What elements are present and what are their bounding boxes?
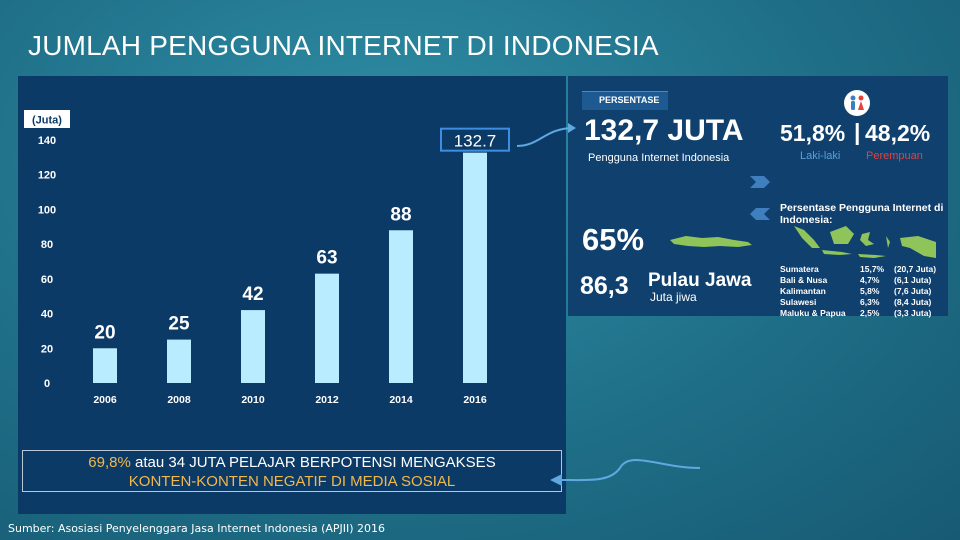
y-tick-label: 140 [38,135,56,147]
value-label: 63 [316,248,337,269]
male-percentage: 51,8% [780,120,846,146]
source-citation: Sumber: Asosiasi Penyelenggara Jasa Inte… [8,522,386,535]
region-name: Bali & Nusa [780,275,828,285]
region-name: Sulawesi [780,297,817,307]
y-tick-label: 0 [44,378,50,390]
total-users-value: 132,7 JUTA [584,114,744,147]
bar-2008 [167,339,191,383]
value-label: 88 [390,204,411,225]
y-tick-label: 100 [38,204,56,216]
regions-title: Persentase Pengguna Internet di Indonesi… [780,202,944,226]
bar-2012 [315,273,339,383]
x-tick-label: 2008 [167,394,191,406]
x-tick-label: 2010 [241,394,265,406]
java-map-icon [670,236,752,247]
value-label: 42 [242,284,263,305]
bar-chart: (Juta) 0 20 40 60 80 100 120 140 2006 2008 2010 20… [24,110,510,406]
x-tick-label: 2014 [389,394,413,406]
value-label: 132.7 [454,132,497,151]
bar-chart-panel: (Juta) 0 20 40 60 80 100 120 140 2006 2008 2010 20… [18,76,566,514]
indonesia-map-icon [794,226,936,258]
bar-2014 [389,230,413,383]
region-name: Sumatera [780,264,819,274]
x-tick-label: 2012 [315,394,339,406]
region-amount: (6,1 Juta) [894,275,932,285]
value-label: 20 [94,322,115,343]
y-tick-label: 80 [41,239,53,251]
x-tick-label: 2016 [463,394,487,406]
java-percentage: 65% [582,222,645,257]
percentage-tag: PERSENTASE [582,91,668,110]
callout-line2: KONTEN-KONTEN NEGATIF DI MEDIA SOSIAL [128,473,456,490]
region-percentage: 15,7% [860,264,885,274]
gender-icon [844,90,870,116]
bar-2010 [241,310,265,383]
region-amount: (7,6 Juta) [894,286,932,296]
java-users-value: 86,3 [580,272,629,300]
region-amount: (3,3 Juta) [894,308,932,318]
y-tick-label: 60 [41,274,53,286]
region-percentage: 5,8% [860,286,880,296]
y-tick-label: 20 [41,343,53,355]
region-percentage: 4,7% [860,275,880,285]
chevron-down-icon [750,176,770,188]
percentage-tag-label: PERSENTASE [599,95,660,105]
bar-2016 [463,152,487,383]
y-tick-label: 40 [41,309,53,321]
arrow-to-total-icon [516,123,576,147]
callout-highlight: 69,8% [88,454,131,471]
callout-box: 69,8% atau 34 JUTA PELAJAR BERPOTENSI ME… [22,450,562,492]
gender-separator: | [854,119,861,145]
female-label: Perempuan [866,150,923,162]
callout-line1: atau 34 JUTA PELAJAR BERPOTENSI MENGAKSE… [130,454,496,471]
region-name: Kalimantan [780,286,826,296]
y-tick-label: 120 [38,170,56,182]
y-axis-unit-label: (Juta) [32,115,62,127]
java-unit: Juta jiwa [650,290,697,304]
region-amount: (8,4 Juta) [894,297,932,307]
arrow-to-callout-icon [550,459,701,486]
region-percentage: 6,3% [860,297,880,307]
java-label: Pulau Jawa [648,270,752,291]
x-tick-label: 2006 [93,394,117,406]
region-name: Maluku & Papua [780,308,846,318]
female-percentage: 48,2% [865,120,931,146]
slide-title: JUMLAH PENGGUNA INTERNET DI INDONESIA [28,30,659,61]
region-percentage: 2,5% [860,308,880,318]
highlight-value-box [440,127,510,152]
value-label: 25 [168,314,190,335]
y-axis-unit-label-box: (Juta) [24,110,70,128]
chevron-left-icon [750,208,770,220]
male-label: Laki-laki [800,150,841,162]
infographic-panel: PERSENTASE 132,7 JUTA Pengguna Internet … [568,76,948,318]
total-users-caption: Pengguna Internet Indonesia [588,152,730,164]
region-amount: (20,7 Juta) [894,264,937,274]
bar-2006 [93,348,117,383]
